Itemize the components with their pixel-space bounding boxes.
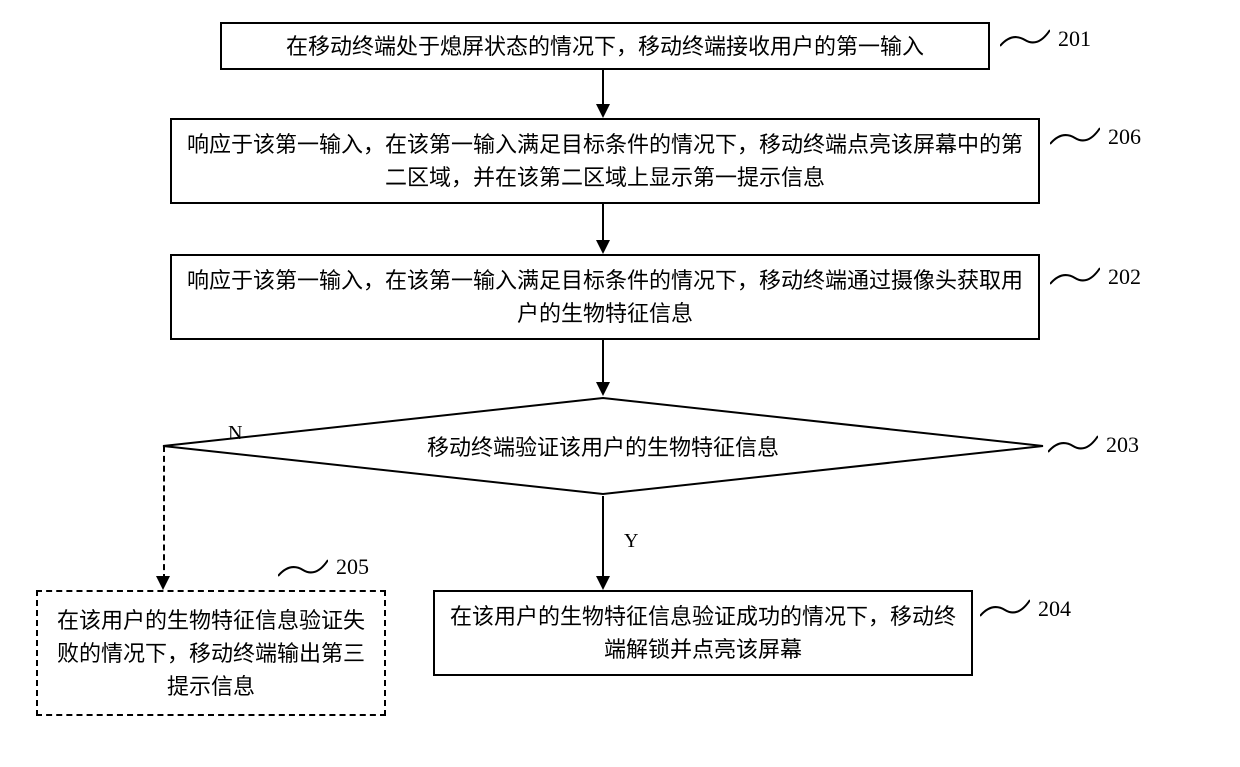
edge-206-202 [602, 204, 604, 244]
stepnum-204: 204 [1038, 596, 1071, 622]
edge-203-205-v [163, 446, 165, 580]
text-206: 响应于该第一输入，在该第一输入满足目标条件的情况下，移动终端点亮该屏幕中的第二区… [186, 128, 1024, 194]
stepnum-205: 205 [336, 554, 369, 580]
callout-206 [1050, 126, 1100, 148]
decision-203: 移动终端验证该用户的生物特征信息 [161, 396, 1045, 496]
callout-201 [1000, 28, 1050, 50]
text-204: 在该用户的生物特征信息验证成功的情况下，移动终端解锁并点亮该屏幕 [449, 600, 957, 666]
text-205: 在该用户的生物特征信息验证失败的情况下，移动终端输出第三提示信息 [52, 604, 370, 703]
process-box-202: 响应于该第一输入，在该第一输入满足目标条件的情况下，移动终端通过摄像头获取用户的… [170, 254, 1040, 340]
stepnum-201: 201 [1058, 26, 1091, 52]
text-202: 响应于该第一输入，在该第一输入满足目标条件的情况下，移动终端通过摄像头获取用户的… [186, 264, 1024, 330]
edge-206-202-arrow [596, 240, 610, 254]
callout-204 [980, 598, 1030, 620]
text-201: 在移动终端处于熄屏状态的情况下，移动终端接收用户的第一输入 [286, 30, 924, 63]
label-Y: Y [624, 530, 638, 553]
edge-202-203-arrow [596, 382, 610, 396]
stepnum-206: 206 [1108, 124, 1141, 150]
text-203: 移动终端验证该用户的生物特征信息 [427, 435, 779, 460]
edge-203-204 [602, 496, 604, 580]
process-box-204: 在该用户的生物特征信息验证成功的情况下，移动终端解锁并点亮该屏幕 [433, 590, 973, 676]
stepnum-202: 202 [1108, 264, 1141, 290]
edge-201-206-arrow [596, 104, 610, 118]
edge-202-203 [602, 340, 604, 386]
edge-203-205-arrow [156, 576, 170, 590]
callout-203 [1048, 434, 1098, 456]
process-box-201: 在移动终端处于熄屏状态的情况下，移动终端接收用户的第一输入 [220, 22, 990, 70]
callout-202 [1050, 266, 1100, 288]
edge-203-204-arrow [596, 576, 610, 590]
stepnum-203: 203 [1106, 432, 1139, 458]
process-box-205: 在该用户的生物特征信息验证失败的情况下，移动终端输出第三提示信息 [36, 590, 386, 716]
callout-205 [278, 558, 328, 580]
edge-201-206 [602, 70, 604, 108]
process-box-206: 响应于该第一输入，在该第一输入满足目标条件的情况下，移动终端点亮该屏幕中的第二区… [170, 118, 1040, 204]
label-N: N [228, 422, 242, 445]
